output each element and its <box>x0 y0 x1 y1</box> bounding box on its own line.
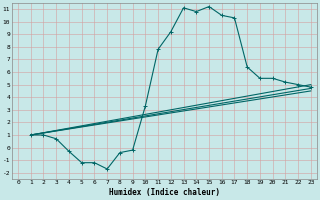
X-axis label: Humidex (Indice chaleur): Humidex (Indice chaleur) <box>109 188 220 197</box>
